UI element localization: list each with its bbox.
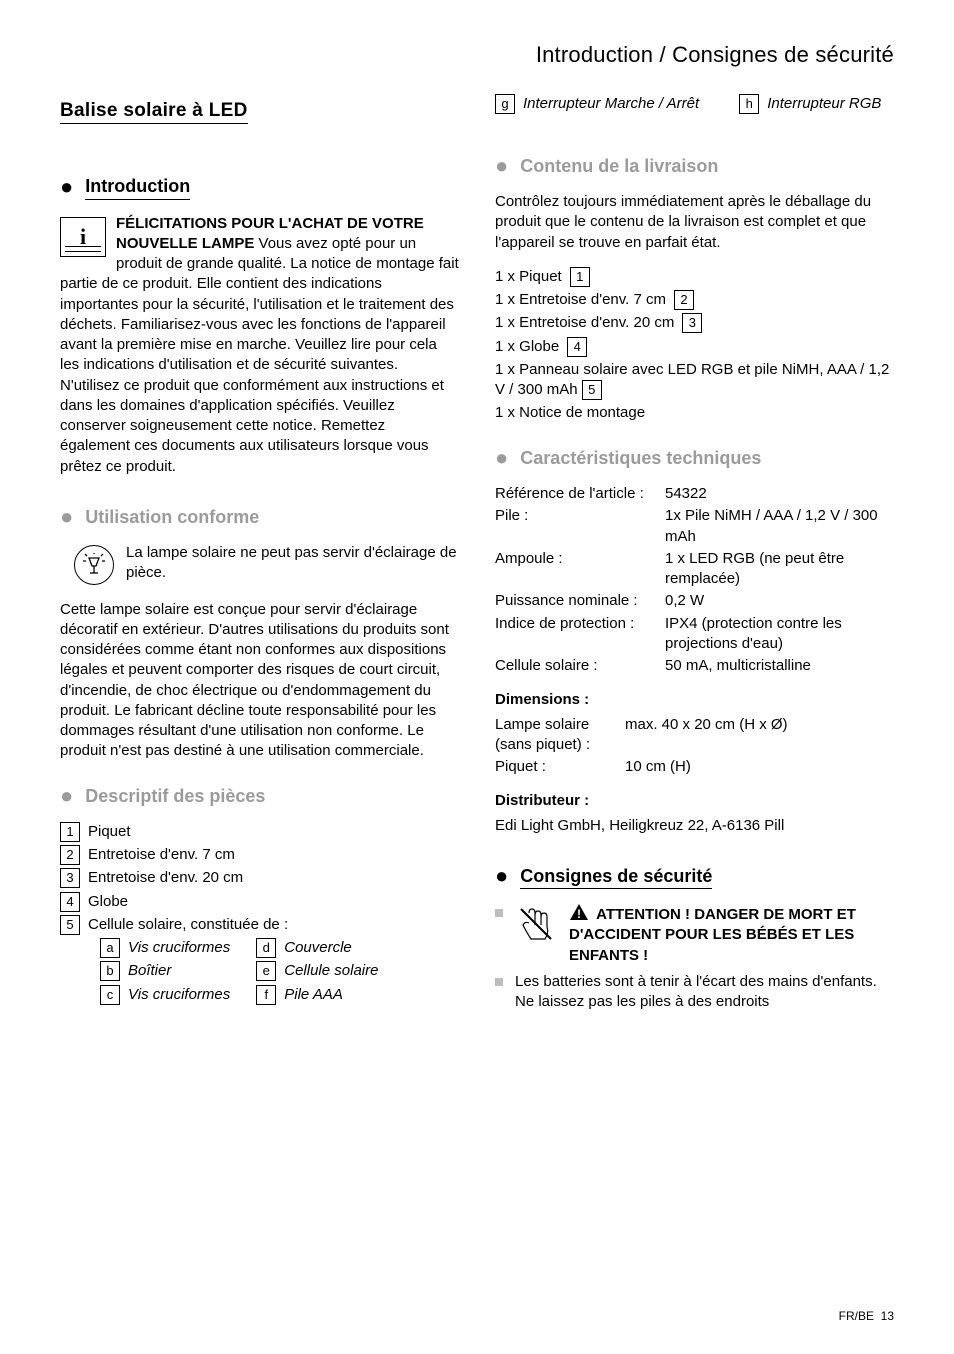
warning-icon: !	[569, 903, 589, 921]
intro-heading: ● Introduction	[60, 174, 459, 199]
list-item: 2Entretoise d'env. 7 cm	[60, 845, 459, 865]
safety-heading: ● Consignes de sécurité	[495, 864, 894, 889]
list-item: 1Piquet	[60, 822, 459, 842]
hand-no-icon	[515, 903, 557, 945]
dim-row: Piquet :10 cm (H)	[495, 757, 894, 777]
parts-heading: ● Descriptif des pièces	[60, 784, 459, 808]
legend-top: gInterrupteur Marche / Arrêt hInterrupte…	[495, 94, 894, 114]
parts-list: 1Piquet 2Entretoise d'env. 7 cm 3Entreto…	[60, 822, 459, 935]
info-icon: i	[60, 217, 106, 257]
list-item: 3Entretoise d'env. 20 cm	[60, 868, 459, 888]
breadcrumb-header: Introduction / Consignes de sécurité	[60, 40, 894, 70]
parts-sublist-right: dCouvercle eCellule solaire fPile AAA	[256, 938, 378, 1008]
parts-sublist-left: aVis cruciformes bBoîtier cVis cruciform…	[100, 938, 230, 1008]
lamp-icon	[74, 545, 114, 585]
dim-row: Lampe solaire (sans piquet) :max. 40 x 2…	[495, 715, 894, 756]
specs-table: Référence de l'article :54322 Pile :1x P…	[495, 484, 894, 676]
distrib-value: Edi Light GmbH, Heiligkreuz 22, A-6136 P…	[495, 816, 894, 836]
list-item: 5Cellule solaire, constituée de :	[60, 915, 459, 935]
delivery-intro: Contrôlez toujours immédiatement après l…	[495, 192, 894, 253]
delivery-heading: ● Contenu de la livraison	[495, 154, 894, 178]
safety-list: ! ATTENTION ! DANGER DE MORT ET D'ACCIDE…	[495, 903, 894, 1012]
svg-text:!: !	[577, 907, 581, 921]
specs-heading: ● Caractéristiques techniques	[495, 446, 894, 470]
bullet-icon	[495, 978, 503, 986]
distrib-heading: Distributeur :	[495, 791, 894, 811]
delivery-list: 1 x Piquet1 1 x Entretoise d'env. 7 cm2 …	[495, 267, 894, 424]
main-title: Balise solaire à LED	[60, 98, 248, 125]
dimensions-heading: Dimensions :	[495, 690, 894, 710]
page-footer: FR/BE 13	[839, 1308, 894, 1324]
bullet-icon	[495, 909, 503, 917]
usage-lead: La lampe solaire ne peut pas servir d'éc…	[60, 543, 459, 584]
list-item: 4Globe	[60, 892, 459, 912]
intro-text: FÉLICITATIONS POUR L'ACHAT DE VOTRE NOUV…	[60, 214, 459, 477]
usage-heading: ● Utilisation conforme	[60, 505, 459, 529]
usage-body: Cette lampe solaire est conçue pour serv…	[60, 600, 459, 762]
